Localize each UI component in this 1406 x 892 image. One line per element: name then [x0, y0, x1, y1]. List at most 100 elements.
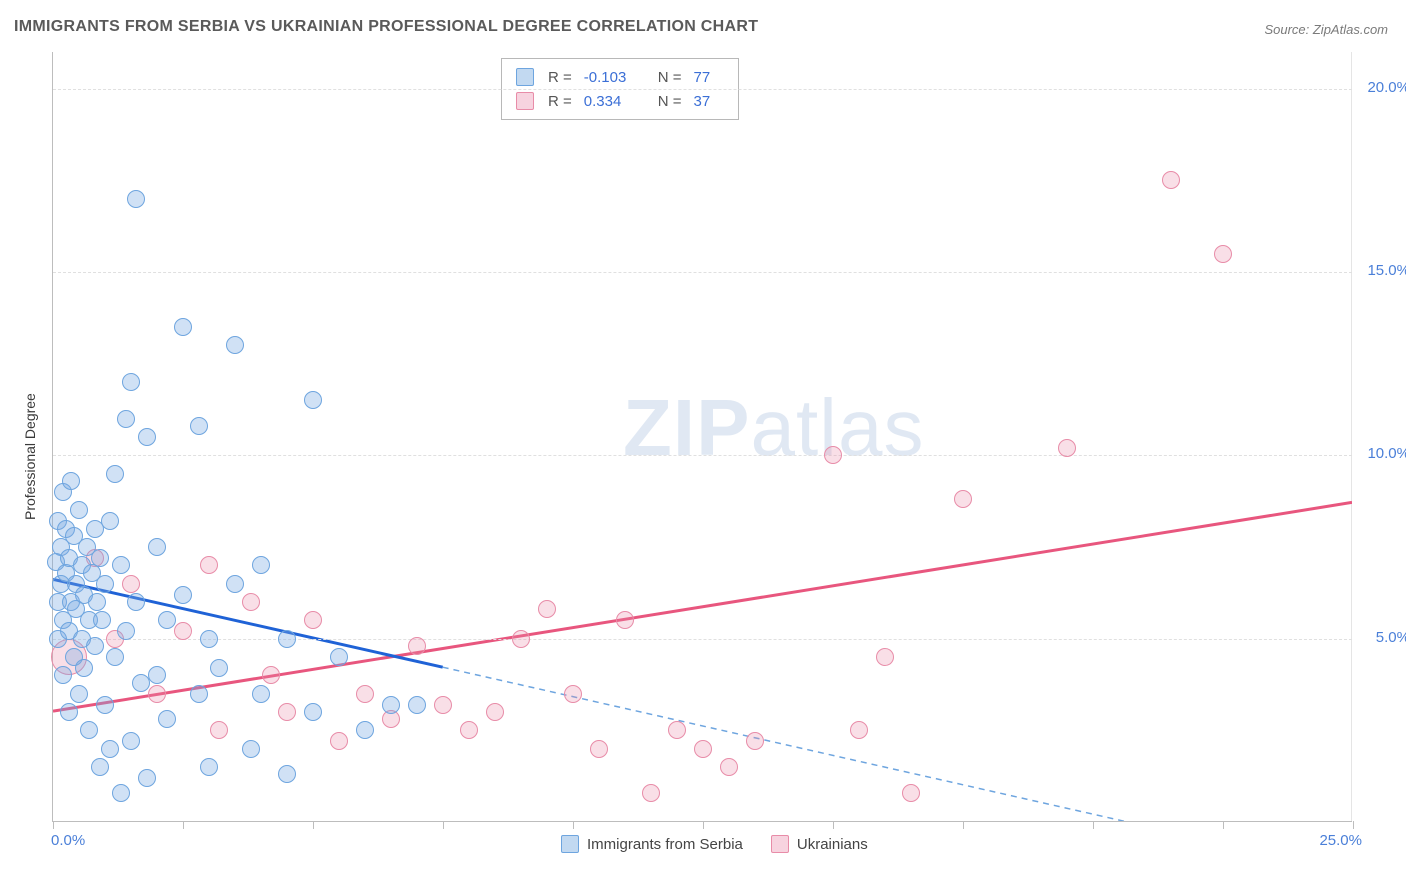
swatch-pink-icon [516, 92, 534, 110]
x-tick [703, 821, 704, 829]
data-point [720, 758, 738, 776]
data-point [70, 685, 88, 703]
legend-series: Immigrants from Serbia Ukrainians [561, 835, 868, 853]
data-point [746, 732, 764, 750]
data-point [356, 721, 374, 739]
data-point [101, 512, 119, 530]
data-point [75, 659, 93, 677]
x-tick [443, 821, 444, 829]
chart-title: IMMIGRANTS FROM SERBIA VS UKRAINIAN PROF… [14, 18, 758, 36]
data-point [88, 593, 106, 611]
data-point [408, 637, 426, 655]
data-point [138, 428, 156, 446]
serbia-n-value: 77 [694, 69, 724, 86]
data-point [304, 391, 322, 409]
data-point [200, 630, 218, 648]
swatch-blue-icon [516, 68, 534, 86]
data-point [174, 318, 192, 336]
trend-line [443, 667, 1196, 821]
r-label: R = [548, 93, 572, 110]
ukraine-label: Ukrainians [797, 836, 868, 853]
y-tick-label: 10.0% [1367, 445, 1406, 462]
data-point [122, 373, 140, 391]
data-point [112, 784, 130, 802]
data-point [200, 758, 218, 776]
x-tick-label: 25.0% [1319, 832, 1362, 849]
data-point [408, 696, 426, 714]
data-point [538, 600, 556, 618]
data-point [117, 622, 135, 640]
x-tick [833, 821, 834, 829]
data-point [278, 703, 296, 721]
x-tick [1223, 821, 1224, 829]
data-point [278, 630, 296, 648]
data-point [127, 190, 145, 208]
gridline [53, 639, 1352, 640]
y-tick-label: 5.0% [1376, 629, 1406, 646]
data-point [158, 611, 176, 629]
data-point [356, 685, 374, 703]
data-point [564, 685, 582, 703]
n-label: N = [658, 93, 682, 110]
y-axis-title: Professional Degree [22, 393, 38, 520]
data-point [850, 721, 868, 739]
data-point [91, 549, 109, 567]
gridline [53, 89, 1352, 90]
ukraine-r-value: 0.334 [584, 93, 644, 110]
x-tick-label: 0.0% [51, 832, 85, 849]
swatch-blue-icon [561, 835, 579, 853]
x-tick [963, 821, 964, 829]
data-point [80, 721, 98, 739]
data-point [148, 538, 166, 556]
x-tick [53, 821, 54, 829]
watermark-zip: ZIP [623, 383, 750, 472]
data-point [210, 659, 228, 677]
data-point [122, 732, 140, 750]
data-point [91, 758, 109, 776]
data-point [330, 648, 348, 666]
y-tick-label: 15.0% [1367, 262, 1406, 279]
data-point [512, 630, 530, 648]
data-point [210, 721, 228, 739]
data-point [330, 732, 348, 750]
n-label: N = [658, 69, 682, 86]
data-point [668, 721, 686, 739]
data-point [106, 465, 124, 483]
x-tick [313, 821, 314, 829]
ukraine-n-value: 37 [694, 93, 724, 110]
data-point [138, 769, 156, 787]
data-point [174, 586, 192, 604]
data-point [242, 593, 260, 611]
data-point [902, 784, 920, 802]
data-point [304, 611, 322, 629]
data-point [1058, 439, 1076, 457]
data-point [190, 417, 208, 435]
data-point [200, 556, 218, 574]
data-point [694, 740, 712, 758]
legend-item-ukraine: Ukrainians [771, 835, 868, 853]
data-point [62, 472, 80, 490]
x-tick [1353, 821, 1354, 829]
x-tick [183, 821, 184, 829]
data-point [122, 575, 140, 593]
data-point [93, 611, 111, 629]
source-attribution: Source: ZipAtlas.com [1264, 22, 1388, 37]
swatch-pink-icon [771, 835, 789, 853]
data-point [158, 710, 176, 728]
data-point [590, 740, 608, 758]
x-tick [1093, 821, 1094, 829]
legend-row-serbia: R = -0.103 N = 77 [516, 65, 724, 89]
data-point [460, 721, 478, 739]
data-point [117, 410, 135, 428]
data-point [112, 556, 130, 574]
data-point [1162, 171, 1180, 189]
data-point [434, 696, 452, 714]
gridline [53, 455, 1352, 456]
legend-row-ukraine: R = 0.334 N = 37 [516, 89, 724, 113]
data-point [60, 703, 78, 721]
gridline [53, 272, 1352, 273]
data-point [101, 740, 119, 758]
data-point [278, 765, 296, 783]
data-point [242, 740, 260, 758]
plot-right-border [1351, 52, 1352, 821]
